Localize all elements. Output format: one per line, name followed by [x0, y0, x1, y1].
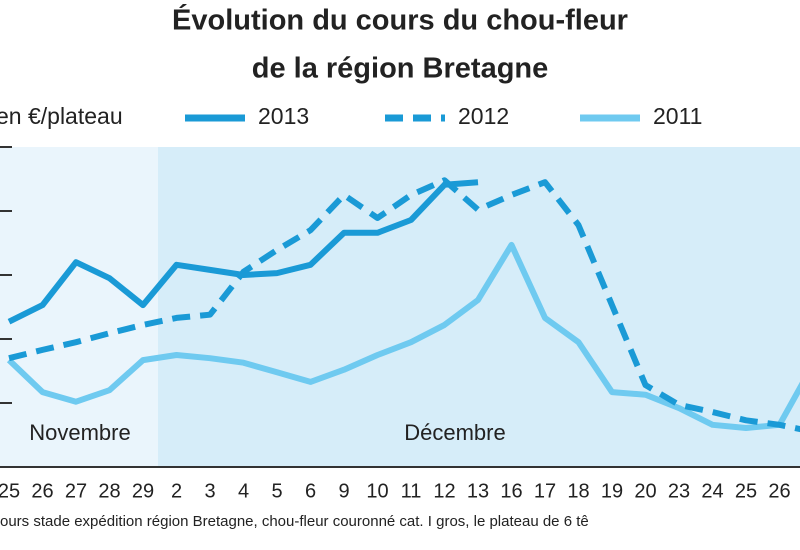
x-tick-label: 2	[171, 480, 182, 502]
x-tick-label: 26	[31, 480, 53, 502]
x-tick-label: 29	[132, 480, 154, 502]
x-tick-label: 18	[567, 480, 589, 502]
month-label: Décembre	[404, 420, 505, 445]
x-tick-label: 19	[601, 480, 623, 502]
x-tick-label: 5	[271, 480, 282, 502]
x-tick-label: 25	[735, 480, 757, 502]
november-band	[0, 147, 158, 467]
chart-title: Évolution du cours du chou-fleur	[172, 3, 628, 37]
x-tick-label: 25	[0, 480, 20, 502]
source: ours stade expédition région Bretagne, c…	[0, 513, 589, 530]
x-tick-label: 3	[204, 480, 215, 502]
x-tick-label: 23	[668, 480, 690, 502]
x-tick-label: 12	[433, 480, 455, 502]
x-tick-label: 24	[701, 480, 723, 502]
chart-subtitle: de la région Bretagne	[252, 53, 549, 85]
month-label: Novembre	[29, 420, 130, 445]
legend-label: 2011	[653, 103, 702, 129]
x-tick-label: 20	[634, 480, 656, 502]
x-tick-label: 6	[305, 480, 316, 502]
x-tick-label: 9	[338, 480, 349, 502]
legend-label: 2012	[458, 103, 509, 129]
x-tick-label: 4	[238, 480, 249, 502]
x-tick-label: 27	[65, 480, 87, 502]
x-tick-label: 17	[534, 480, 556, 502]
x-tick-label: 10	[366, 480, 388, 502]
x-tick-label: 16	[500, 480, 522, 502]
legend-label: 2013	[258, 103, 309, 129]
x-tick-label: 11	[401, 480, 422, 502]
plot	[6, 177, 800, 433]
x-tick-label: 26	[768, 480, 790, 502]
series-line	[6, 241, 800, 431]
series-line	[7, 179, 479, 325]
x-tick-label: 28	[98, 480, 120, 502]
y-axis-label: en €/plateau	[0, 103, 123, 129]
x-tick-label: 13	[467, 480, 489, 502]
